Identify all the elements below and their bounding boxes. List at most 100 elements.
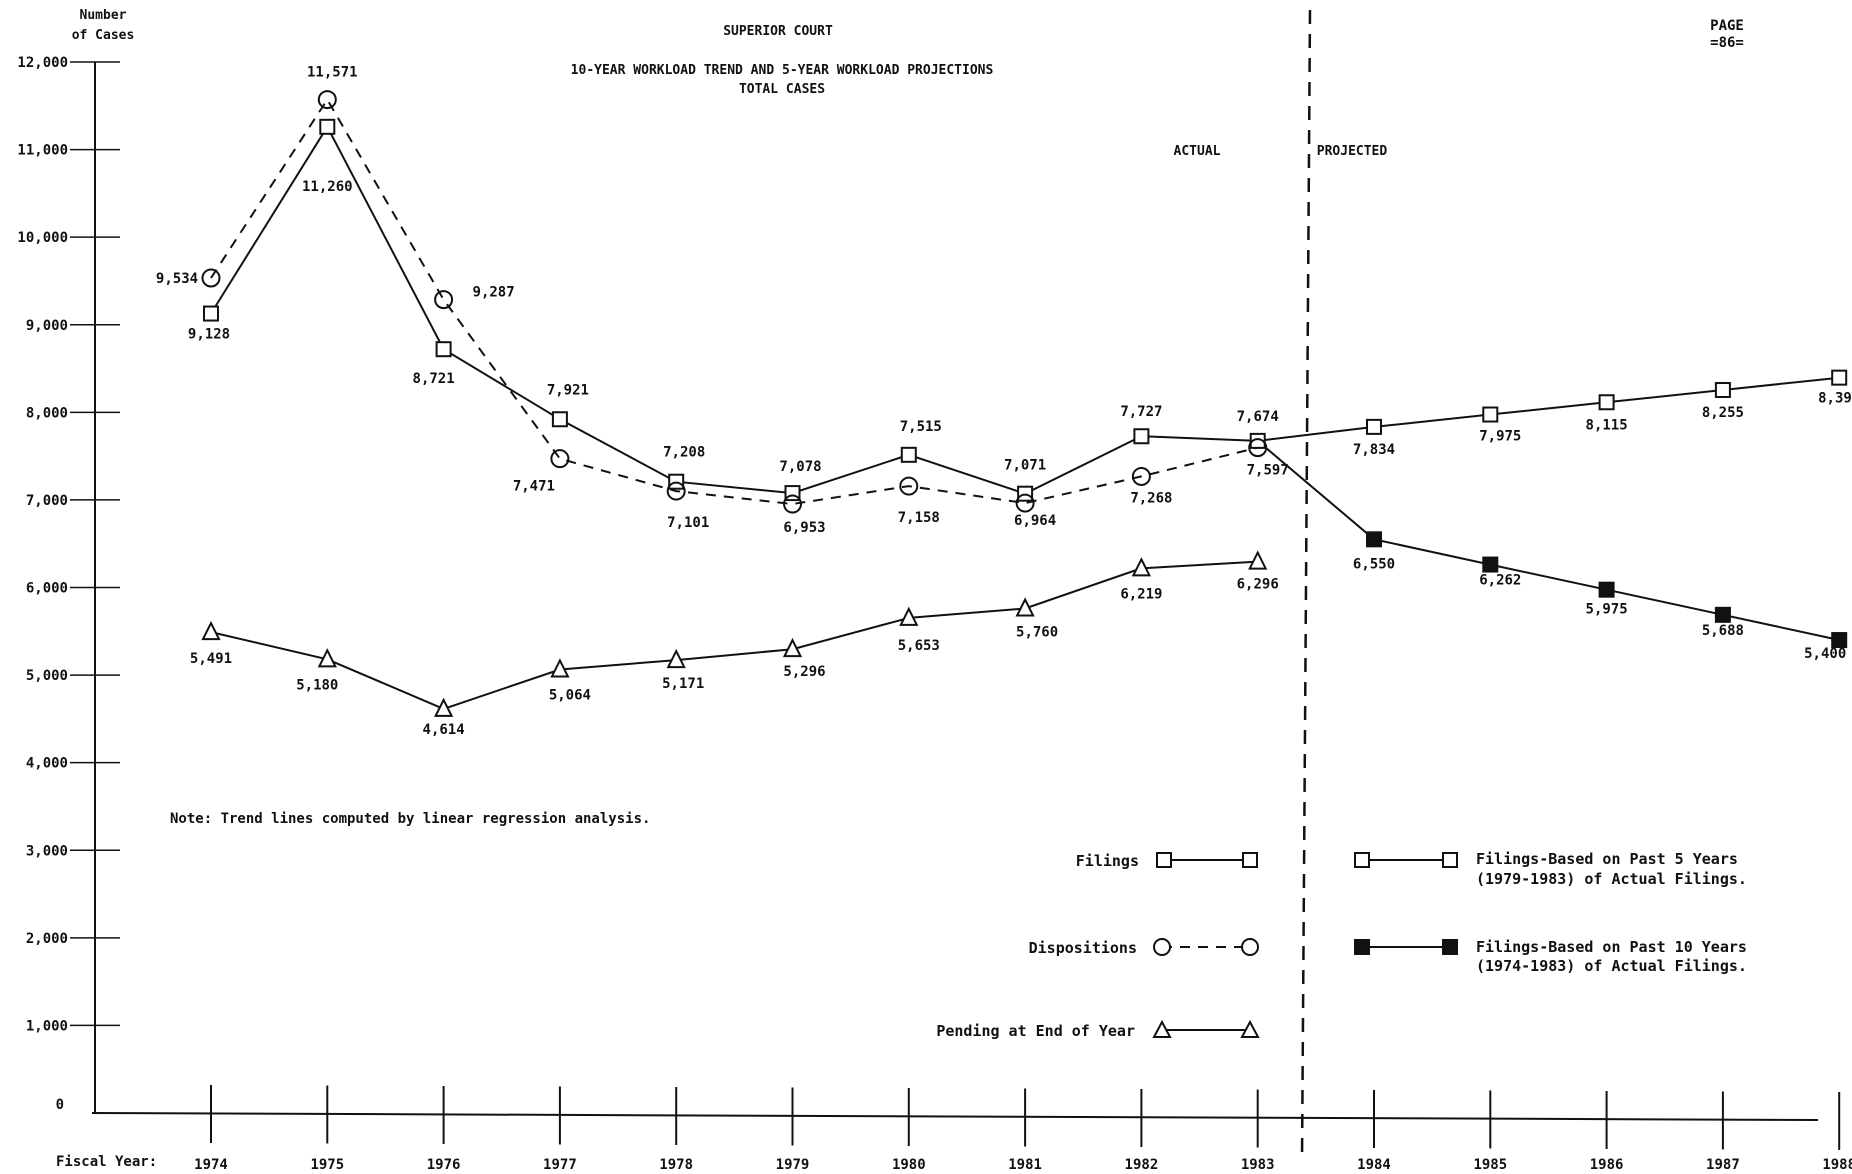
- chart-subtitle: 10-YEAR WORKLOAD TREND AND 5-YEAR WORKLO…: [571, 63, 994, 78]
- x-axis-label: Fiscal Year:: [56, 1154, 157, 1170]
- data-label-2-1978: 5,171: [662, 676, 704, 692]
- x-tick-label: 1978: [659, 1157, 693, 1173]
- data-label-0-1983: 7,674: [1237, 409, 1279, 425]
- series-line-0: [211, 127, 1258, 494]
- y-tick-label: 8,000: [26, 405, 68, 421]
- data-point-0-1977: [553, 412, 567, 426]
- y-ticks: 01,0002,0003,0004,0005,0006,0007,0008,00…: [17, 55, 120, 1113]
- legend-label-pending: Pending at End of Year: [936, 1022, 1135, 1040]
- data-label-3-1985: 7,975: [1479, 429, 1521, 445]
- legend-label-dispositions: Dispositions: [1029, 939, 1137, 957]
- legend-marker-proj10-left: [1355, 940, 1369, 954]
- data-label-1-1981: 6,964: [1014, 513, 1056, 529]
- data-point-0-1980: [902, 448, 916, 462]
- y-tick-label: 2,000: [26, 931, 68, 947]
- data-point-4-1988: [1832, 633, 1846, 647]
- data-point-1-1977: [551, 450, 568, 467]
- y-tick-label: 6,000: [26, 581, 68, 597]
- legend-label-proj5: Filings-Based on Past 5 Years: [1476, 850, 1738, 868]
- data-label-3-1986: 8,115: [1586, 417, 1628, 433]
- data-point-3-1985: [1483, 408, 1497, 422]
- data-point-0-1982: [1134, 429, 1148, 443]
- y-tick-label: 1,000: [26, 1018, 68, 1034]
- data-label-4-1984: 6,550: [1353, 556, 1395, 572]
- data-label-0-1974: 9,128: [188, 327, 230, 343]
- series-line-3: [1258, 378, 1840, 441]
- legend-marker-filings-left: [1157, 853, 1171, 867]
- data-label-1-1978: 7,101: [667, 515, 709, 531]
- data-point-2-1974: [203, 623, 219, 639]
- data-point-4-1985: [1483, 558, 1497, 572]
- data-label-4-1986: 5,975: [1586, 602, 1628, 618]
- chart-subtitle-2: TOTAL CASES: [739, 82, 825, 97]
- data-label-2-1976: 4,614: [423, 722, 465, 738]
- data-label-4-1985: 6,262: [1479, 573, 1521, 589]
- data-point-4-1986: [1600, 583, 1614, 597]
- x-ticks: 1974 1975 1976 1977 1978 1979 1980 1981 1982 1983…: [194, 1085, 1852, 1173]
- data-label-0-1975: 11,260: [302, 179, 353, 195]
- data-labels: 9,128 11,260 8,721 7,921 7,208 7,078 7,515 7,07…: [156, 65, 1852, 738]
- legend-label-proj5-line2: (1979-1983) of Actual Filings.: [1476, 870, 1747, 888]
- data-point-3-1988: [1832, 371, 1846, 385]
- data-point-1-1976: [435, 291, 452, 308]
- data-point-0-1975: [320, 120, 334, 134]
- y-tick-label: 9,000: [26, 318, 68, 334]
- y-tick-label: 4,000: [26, 756, 68, 772]
- data-label-0-1976: 8,721: [413, 371, 455, 387]
- x-tick-label: 1986: [1590, 1157, 1624, 1173]
- x-axis-line: [92, 1113, 1818, 1120]
- series-line-1: [211, 100, 1258, 504]
- y-axis-label-line2: of Cases: [72, 28, 135, 43]
- chart-title: SUPERIOR COURT: [723, 24, 833, 39]
- data-label-1-1977: 7,471: [513, 479, 555, 495]
- period-actual-label: ACTUAL: [1174, 144, 1221, 159]
- y-axis-label-line1: Number: [80, 8, 127, 23]
- data-label-2-1983: 6,296: [1237, 577, 1279, 593]
- legend-label-proj10-line2: (1974-1983) of Actual Filings.: [1476, 957, 1747, 975]
- y-tick-label: 3,000: [26, 843, 68, 859]
- series-line-4: [1258, 441, 1840, 640]
- x-tick-label: 1982: [1125, 1157, 1159, 1173]
- data-point-3-1987: [1716, 383, 1730, 397]
- series-line-2: [211, 562, 1258, 709]
- data-label-1-1979: 6,953: [783, 520, 825, 536]
- legend-marker-proj5-left: [1355, 853, 1369, 867]
- data-label-2-1980: 5,653: [898, 638, 940, 654]
- data-label-1-1980: 7,158: [898, 510, 940, 526]
- data-label-4-1988: 5,400: [1804, 646, 1846, 662]
- data-label-3-1984: 7,834: [1353, 442, 1395, 458]
- x-tick-label: 1977: [543, 1157, 577, 1173]
- data-label-0-1981: 7,071: [1004, 458, 1046, 474]
- y-tick-label: 0: [56, 1097, 64, 1113]
- legend-label-proj10: Filings-Based on Past 10 Years: [1476, 938, 1747, 956]
- data-label-2-1974: 5,491: [190, 651, 232, 667]
- data-label-0-1979: 7,078: [779, 459, 821, 475]
- y-tick-label: 11,000: [17, 143, 68, 159]
- data-label-1-1974: 9,534: [156, 271, 198, 287]
- legend-marker-dispositions-left: [1154, 939, 1170, 955]
- x-tick-label: 1985: [1473, 1157, 1507, 1173]
- data-label-1-1975: 11,571: [307, 65, 358, 81]
- x-tick-label: 1984: [1357, 1157, 1391, 1173]
- data-label-4-1987: 5,688: [1702, 623, 1744, 639]
- data-label-0-1977: 7,921: [547, 382, 589, 398]
- legend-label-filings: Filings: [1076, 852, 1139, 870]
- data-point-0-1976: [437, 342, 451, 356]
- period-projected-label: PROJECTED: [1317, 144, 1388, 159]
- x-tick-label: 1981: [1008, 1157, 1042, 1173]
- data-point-4-1984: [1367, 532, 1381, 546]
- y-tick-label: 12,000: [17, 55, 68, 71]
- data-point-2-1983: [1250, 553, 1266, 569]
- data-label-1-1982: 7,268: [1130, 490, 1172, 506]
- data-point-1-1975: [319, 91, 336, 108]
- data-label-2-1975: 5,180: [296, 677, 338, 693]
- y-tick-label: 7,000: [26, 493, 68, 509]
- data-point-0-1974: [204, 307, 218, 321]
- data-label-1-1983: 7,597: [1247, 463, 1289, 479]
- x-tick-label: 1983: [1241, 1157, 1275, 1173]
- data-label-2-1981: 5,760: [1016, 625, 1058, 641]
- legend-marker-proj5-right: [1443, 853, 1457, 867]
- legend-marker-dispositions-right: [1242, 939, 1258, 955]
- data-label-2-1979: 5,296: [783, 664, 825, 680]
